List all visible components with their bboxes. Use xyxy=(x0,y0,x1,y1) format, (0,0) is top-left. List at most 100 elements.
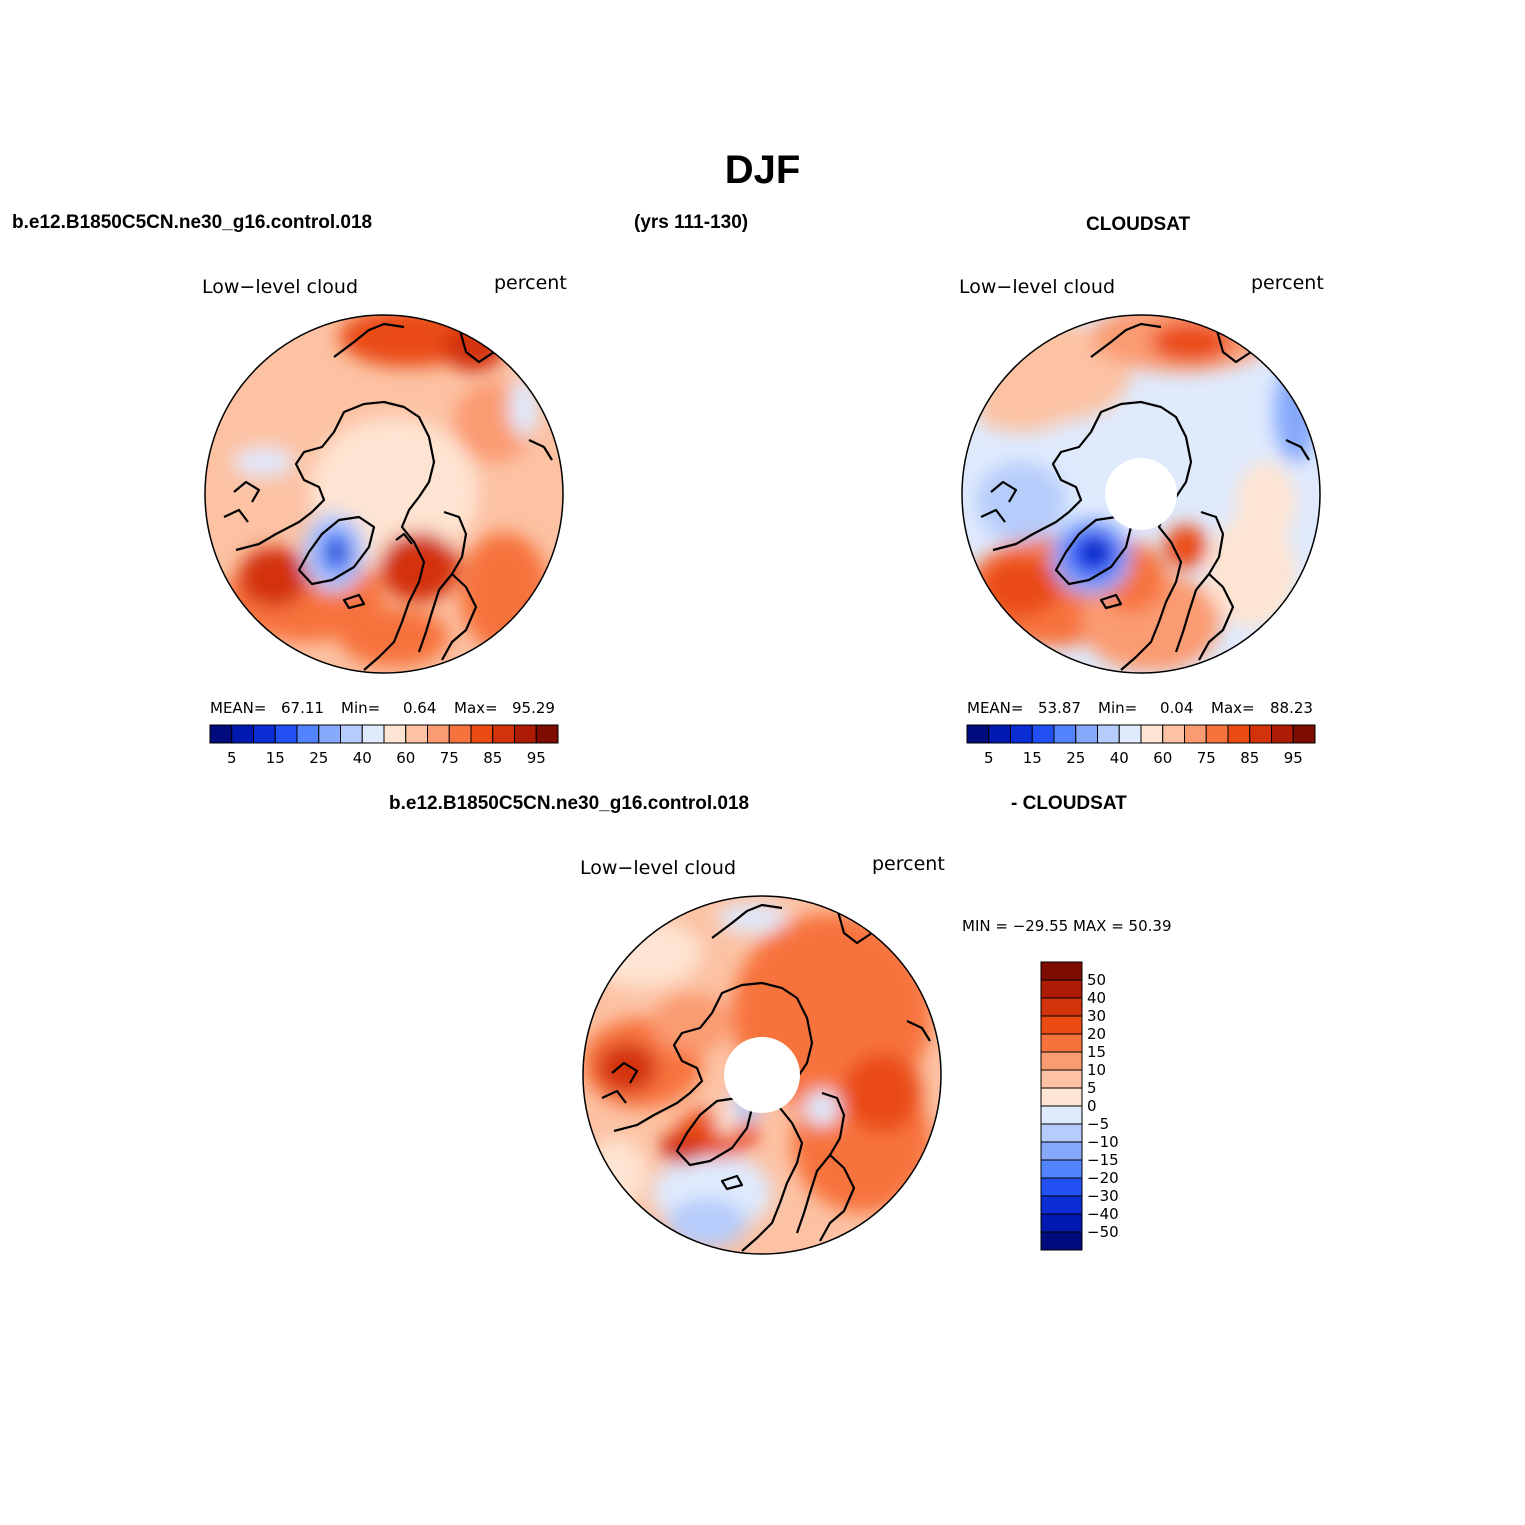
colorbar-tick-label: 15 xyxy=(265,749,285,767)
model-colorbar-swatch xyxy=(318,724,341,744)
diff-colorbar-swatch xyxy=(1040,1033,1083,1053)
diff-colorbar-swatch xyxy=(1040,1069,1083,1089)
obs-colorbar-swatch xyxy=(988,724,1011,744)
model-colorbar-swatch xyxy=(535,724,559,744)
diff-colorbar-swatch xyxy=(1040,1051,1083,1071)
diff-obs-source-name: - CLOUDSAT xyxy=(1011,793,1127,814)
diff-colorbar-tick-label: 15 xyxy=(1087,1043,1107,1061)
diff-colorbar-tick-label: 50 xyxy=(1087,971,1107,989)
diff-colorbar-tick-label: −30 xyxy=(1087,1187,1119,1205)
model-colorbar-swatch xyxy=(253,724,276,744)
obs-units-label: percent xyxy=(1251,272,1324,294)
colorbar-tick-label: 85 xyxy=(483,749,503,767)
colorbar-tick-label: 60 xyxy=(1153,749,1173,767)
diff-colorbar-tick-label: −10 xyxy=(1087,1133,1119,1151)
colorbar-tick-label: 5 xyxy=(226,749,237,767)
model-colorbar-swatch xyxy=(231,724,254,744)
diff-colorbar-swatch xyxy=(1040,1015,1083,1035)
diff-colorbar-tick-label: 20 xyxy=(1087,1025,1107,1043)
model-colorbar-swatch xyxy=(209,724,233,744)
diff-colorbar-swatch xyxy=(1040,1159,1083,1179)
model-field-label: Low−level cloud xyxy=(202,276,359,298)
obs-field-label: Low−level cloud xyxy=(959,276,1116,298)
obs-colorbar-swatch xyxy=(1140,724,1164,744)
diff-colorbar-swatch xyxy=(1040,961,1083,981)
model-case-name: b.e12.B1850C5CN.ne30_g16.control.018 xyxy=(12,212,373,233)
colorbar-tick-label: 40 xyxy=(1109,749,1129,767)
diff-colorbar-tick-label: −5 xyxy=(1087,1115,1110,1133)
obs-colorbar-swatch xyxy=(1292,724,1316,744)
diff-colorbar-swatch xyxy=(1040,1177,1083,1197)
obs-source-name: CLOUDSAT xyxy=(1086,214,1191,235)
diff-field-label: Low−level cloud xyxy=(580,857,737,879)
diff-min-max-text: MIN = −29.55 MAX = 50.39 xyxy=(962,917,1172,935)
diff-colorbar-swatch xyxy=(1040,1123,1083,1143)
obs-min-value: 0.04 xyxy=(1160,699,1194,717)
model-colorbar-swatch xyxy=(427,724,450,744)
obs-colorbar-swatch xyxy=(1271,724,1294,744)
model-colorbar-swatch xyxy=(470,724,494,744)
model-colorbar-swatch xyxy=(296,724,320,744)
model-min-value: 0.64 xyxy=(403,699,437,717)
colorbar-tick-label: 25 xyxy=(309,749,329,767)
diff-colorbar-swatch xyxy=(1040,1231,1083,1251)
obs-colorbar-swatch xyxy=(1249,724,1272,744)
model-min-label: Min= xyxy=(341,699,381,717)
model-mean-label: MEAN= xyxy=(210,699,267,717)
obs-colorbar-swatch xyxy=(1118,724,1142,744)
diff-colorbar-swatch xyxy=(1040,1087,1083,1107)
obs-colorbar-swatch xyxy=(1162,724,1185,744)
diff-colorbar xyxy=(1040,961,1083,1251)
diff-colorbar-swatch xyxy=(1040,1213,1083,1233)
diff-colorbar-swatch xyxy=(1040,1195,1083,1215)
obs-mean-label: MEAN= xyxy=(967,699,1024,717)
colorbar-tick-label: 75 xyxy=(1196,749,1216,767)
years-range: (yrs 111-130) xyxy=(634,212,749,233)
obs-colorbar-swatch xyxy=(1184,724,1207,744)
obs-colorbar-swatch xyxy=(1205,724,1229,744)
colorbar-tick-label: 5 xyxy=(983,749,994,767)
model-colorbar xyxy=(209,724,559,744)
obs-colorbar-swatch xyxy=(1097,724,1120,744)
diff-colorbar-tick-label: 10 xyxy=(1087,1061,1107,1079)
obs-colorbar-swatch xyxy=(1053,724,1077,744)
diff-colorbar-tick-label: 0 xyxy=(1087,1097,1097,1115)
obs-colorbar-swatch xyxy=(1075,724,1098,744)
diff-colorbar-tick-label: 5 xyxy=(1087,1079,1097,1097)
model-colorbar-swatch xyxy=(383,724,407,744)
obs-mean-value: 53.87 xyxy=(1038,699,1081,717)
diff-colorbar-tick-label: −50 xyxy=(1087,1223,1119,1241)
obs-colorbar-swatch xyxy=(966,724,990,744)
obs-colorbar-swatch xyxy=(1031,724,1055,744)
model-colorbar-swatch xyxy=(361,724,385,744)
colorbar-tick-label: 60 xyxy=(396,749,416,767)
obs-polar-map xyxy=(961,314,1321,674)
colorbar-tick-label: 40 xyxy=(352,749,372,767)
model-colorbar-swatch xyxy=(514,724,537,744)
difference-polar-map xyxy=(582,895,942,1255)
model-mean-value: 67.11 xyxy=(281,699,324,717)
diff-colorbar-tick-label: 40 xyxy=(1087,989,1107,1007)
model-max-value: 95.29 xyxy=(512,699,555,717)
obs-colorbar xyxy=(966,724,1316,744)
diff-colorbar-tick-label: −40 xyxy=(1087,1205,1119,1223)
obs-min-label: Min= xyxy=(1098,699,1138,717)
model-colorbar-swatch xyxy=(405,724,428,744)
diff-colorbar-tick-label: −15 xyxy=(1087,1151,1119,1169)
model-colorbar-swatch xyxy=(492,724,515,744)
model-colorbar-swatch xyxy=(274,724,298,744)
diff-colorbar-swatch xyxy=(1040,1105,1083,1125)
model-colorbar-swatch xyxy=(448,724,472,744)
diff-colorbar-tick-label: 30 xyxy=(1087,1007,1107,1025)
colorbar-tick-label: 95 xyxy=(1283,749,1303,767)
diff-colorbar-swatch xyxy=(1040,979,1083,999)
figure-title: DJF xyxy=(724,148,801,192)
obs-colorbar-swatch xyxy=(1227,724,1251,744)
model-colorbar-swatch xyxy=(340,724,363,744)
obs-max-label: Max= xyxy=(1211,699,1255,717)
diff-colorbar-tick-label: −20 xyxy=(1087,1169,1119,1187)
colorbar-tick-label: 85 xyxy=(1240,749,1260,767)
obs-colorbar-swatch xyxy=(1010,724,1033,744)
obs-max-value: 88.23 xyxy=(1270,699,1313,717)
diff-units-label: percent xyxy=(872,853,945,875)
